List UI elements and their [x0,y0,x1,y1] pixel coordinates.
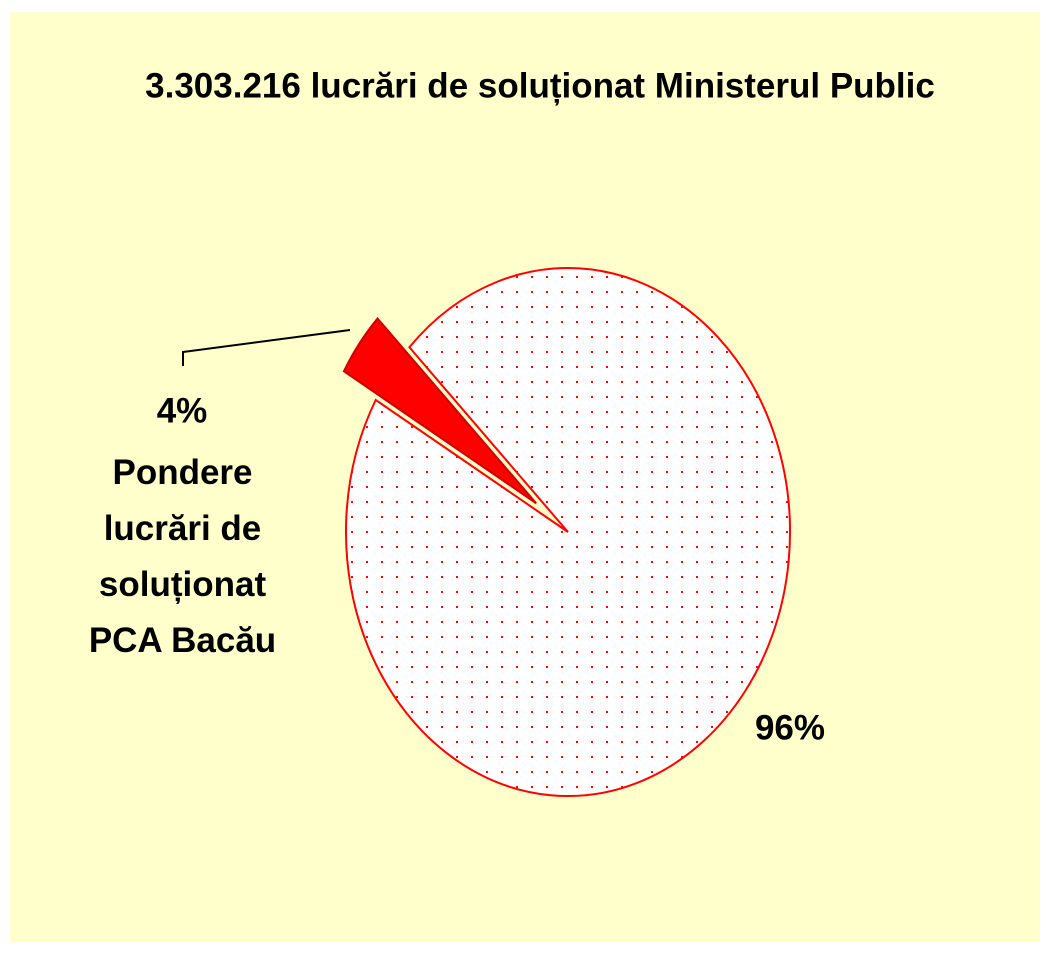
value-label: 4% [157,391,208,430]
pie-slice [342,317,537,505]
category-label: Pondere lucrări de soluționat PCA Bacău [88,453,277,660]
value-label: 96% [755,708,825,747]
chart-title: 3.303.216 lucrări de soluționat Minister… [145,66,935,105]
pie-slice [345,267,791,798]
leader-line [182,329,351,366]
